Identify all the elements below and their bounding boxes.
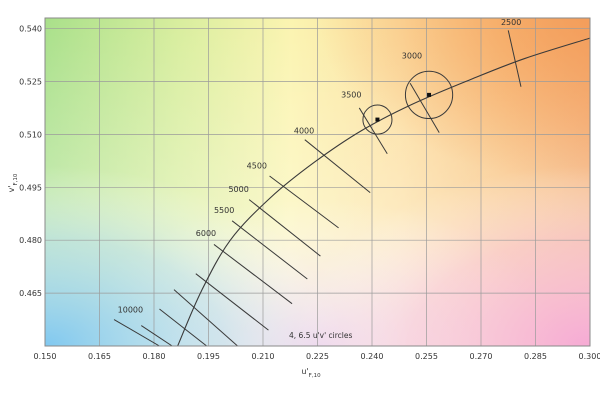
- plot-frame: [44, 17, 591, 347]
- cct-labels: 10000 6000 5500 5000 4500 4000 3500 3000 2500: [118, 18, 522, 314]
- cct-label: 6000: [196, 229, 216, 238]
- isotherm-lines: [113, 30, 522, 346]
- annotation-circles: 4, 6.5 u'v' circles: [289, 331, 352, 340]
- y-tick-label: 0.540: [19, 25, 42, 34]
- y-axis-label: v'F,10: [7, 173, 19, 192]
- isotherm-line: [141, 325, 173, 346]
- isotherm-line: [231, 220, 308, 280]
- x-tick-label: 0.180: [143, 352, 166, 361]
- x-tick-label: 0.150: [34, 352, 57, 361]
- tolerance-circle: [362, 104, 393, 135]
- isotherm-line: [195, 273, 269, 331]
- x-tick-label: 0.255: [415, 352, 438, 361]
- x-tick-label: 0.285: [524, 352, 547, 361]
- y-axis-label-sub: F,10: [13, 173, 19, 185]
- isotherm-line: [213, 244, 293, 305]
- isotherm-line: [159, 308, 207, 346]
- cct-label: 2500: [501, 18, 521, 27]
- cct-label: 4500: [247, 162, 267, 171]
- cct-label: 3500: [341, 90, 361, 99]
- x-tick-label: 0.240: [361, 352, 384, 361]
- y-tick-label: 0.465: [19, 289, 42, 298]
- y-tick-label: 0.480: [19, 236, 42, 245]
- circle-center-marker: [375, 117, 380, 122]
- y-axis-label-main: v': [7, 185, 16, 192]
- locus-curve: [177, 37, 590, 346]
- x-tick-label: 0.210: [252, 352, 275, 361]
- tolerance-circles: [362, 70, 454, 135]
- cct-label: 5500: [214, 206, 234, 215]
- x-tick-labels: 0.150 0.165 0.180 0.195 0.210 0.225 0.240 0.255…: [34, 352, 600, 361]
- x-axis-label-sub: F,10: [309, 373, 321, 379]
- isotherm-line: [113, 319, 160, 346]
- cct-label: 4000: [294, 126, 314, 135]
- isotherm-line: [173, 289, 238, 346]
- x-axis-label-main: u': [301, 367, 308, 376]
- y-tick-label: 0.510: [19, 130, 42, 139]
- isotherm-line: [269, 175, 339, 229]
- x-tick-label: 0.225: [306, 352, 329, 361]
- x-tick-label: 0.195: [197, 352, 220, 361]
- isotherm-line: [409, 82, 440, 133]
- cct-label: 10000: [118, 305, 143, 314]
- x-axis-label: u'F,10: [301, 367, 321, 379]
- y-tick-label: 0.525: [19, 77, 42, 86]
- y-tick-label: 0.495: [19, 183, 42, 192]
- isotherm-line: [304, 139, 371, 193]
- planckian-locus: [177, 37, 590, 346]
- isotherm-line: [248, 199, 321, 257]
- tolerance-circle: [404, 70, 454, 120]
- cct-label: 3000: [402, 52, 422, 61]
- x-tick-label: 0.300: [579, 352, 600, 361]
- isotherm-line: [507, 30, 522, 87]
- x-tick-label: 0.270: [470, 352, 493, 361]
- y-tick-labels: 0.465 0.480 0.495 0.510 0.525 0.540: [19, 25, 42, 299]
- x-tick-label: 0.165: [88, 352, 111, 361]
- cct-label: 5000: [228, 185, 248, 194]
- circle-center-marker: [427, 92, 432, 97]
